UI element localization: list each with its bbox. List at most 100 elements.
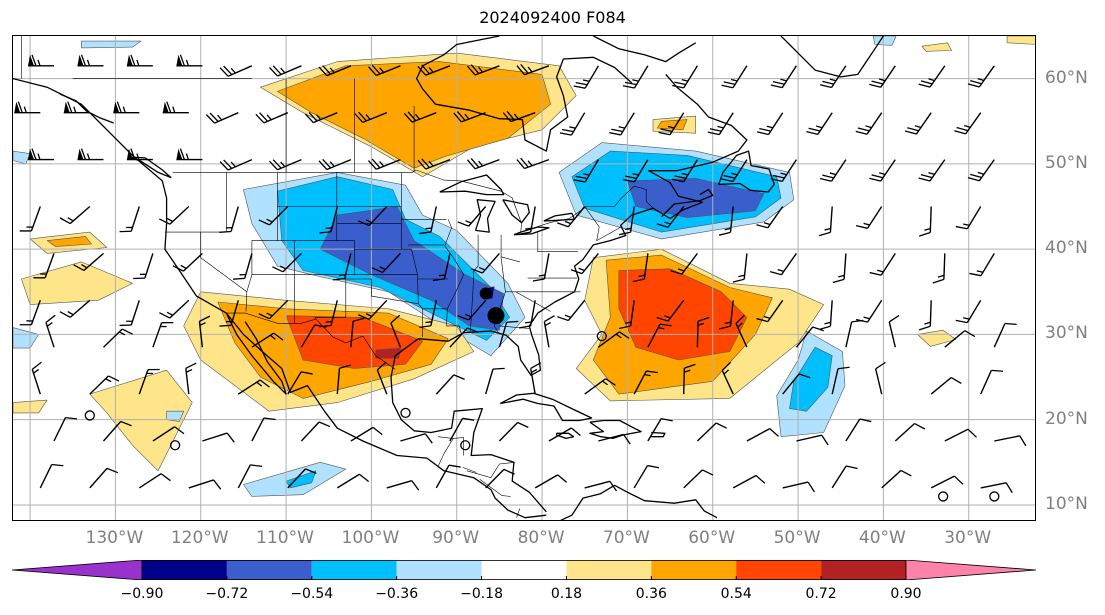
wind-barb [350, 317, 365, 348]
border-segment-29 [501, 256, 520, 263]
wind-barb [272, 252, 302, 273]
wind-barb [672, 65, 698, 89]
wind-barb [354, 111, 388, 124]
wind-barb [386, 479, 420, 491]
wind-barb [918, 65, 946, 88]
wind-barb [570, 252, 599, 275]
wind-barb [770, 252, 797, 276]
wind-barb [516, 157, 550, 170]
wind-barb [419, 206, 437, 235]
wind-barb [557, 206, 586, 228]
wind-barb [584, 378, 616, 395]
border-segment-10 [200, 232, 247, 293]
wind-barb [573, 65, 600, 89]
wind-barb [597, 331, 630, 348]
wind-barb [993, 322, 1017, 348]
wind-barb [955, 299, 982, 324]
wind-barb [435, 464, 461, 489]
wind-barb [367, 158, 401, 170]
wind-barb [874, 361, 886, 395]
border-segment-35 [584, 206, 623, 242]
wind-barb [930, 475, 964, 489]
wind-barb [138, 368, 160, 395]
wind-barb [367, 64, 401, 77]
wind-barb [559, 112, 586, 136]
latitude-label: 60°N [1045, 67, 1088, 88]
wind-barb [269, 158, 302, 171]
wind-barb [831, 366, 850, 395]
wind-barb [609, 112, 635, 136]
wind-barb [417, 64, 451, 76]
colorbar-tick-label: 0.18 [550, 586, 583, 602]
border-segment-40 [479, 479, 511, 497]
coastline-segment-5 [718, 150, 775, 193]
wind-barb [696, 316, 710, 348]
wind-barb [332, 253, 352, 281]
longitude-label: 40°W [858, 528, 906, 548]
wind-barb [185, 362, 197, 395]
wind-barb [930, 376, 962, 395]
wind-barb [77, 148, 104, 161]
border-segment-30 [537, 232, 578, 252]
wind-barb [618, 206, 635, 236]
wind-barb [152, 426, 185, 442]
anomaly-contour-28 [81, 40, 142, 49]
wind-barb [466, 158, 500, 170]
coastline-segment-6 [661, 188, 714, 218]
longitude-label: 120°W [170, 528, 229, 548]
longitude-label: 100°W [341, 528, 400, 548]
wind-barb [19, 300, 41, 326]
wind-barb [205, 112, 239, 124]
anomaly-contour-6 [627, 178, 765, 218]
wind-barb [904, 112, 932, 135]
wind-barb [432, 253, 451, 282]
wind-barb [888, 314, 900, 348]
map-panel [12, 35, 1036, 521]
wind-barb [219, 65, 253, 77]
wind-barb [647, 323, 672, 348]
wind-barb [721, 65, 748, 89]
coastline-segment-17 [780, 36, 884, 78]
wind-barb [219, 300, 239, 327]
colorbar-tick-label: −0.54 [290, 586, 334, 602]
calm-circle [989, 491, 1000, 502]
wind-barb [28, 54, 54, 67]
wind-barb [485, 367, 505, 395]
coastline-segment-14 [502, 199, 530, 224]
wind-barb [944, 330, 976, 348]
wind-barb [287, 371, 313, 395]
wind-barb [732, 253, 748, 283]
wind-barb [855, 299, 883, 323]
wind-barb [176, 54, 203, 67]
wind-barb [746, 428, 779, 442]
wind-barb [336, 364, 351, 395]
colorbar-bin [481, 560, 567, 580]
colorbar-under-triangle [12, 560, 143, 580]
colorbar-tick-label: 0.36 [635, 586, 667, 602]
wind-barb [932, 253, 946, 284]
wind-barb [519, 206, 536, 235]
coastline-segment-13 [474, 199, 496, 233]
coastline-segment-19 [59, 93, 114, 124]
wind-barb [881, 469, 912, 489]
colorbar-bin [736, 560, 822, 580]
wind-barb [219, 206, 239, 233]
wind-barb [718, 206, 734, 236]
longitude-label: 70°W [602, 528, 650, 548]
border-segment-37 [437, 438, 454, 467]
wind-barb [534, 474, 568, 489]
wind-barb [732, 474, 766, 489]
wind-barb [818, 300, 833, 331]
anomaly-contour-32 [285, 470, 317, 489]
wind-barb [529, 362, 542, 395]
coastline-segment-7 [499, 392, 593, 422]
longitude-label: 90°W [432, 528, 480, 548]
wind-barb [103, 328, 133, 348]
coastline-segment-10 [651, 431, 666, 438]
latitude-label: 40°N [1045, 238, 1088, 259]
wind-barb [435, 374, 465, 395]
wind-barb [45, 314, 56, 348]
border-segment-36 [437, 436, 464, 456]
calm-circle [169, 440, 181, 451]
anomaly-contour-26 [921, 42, 953, 52]
